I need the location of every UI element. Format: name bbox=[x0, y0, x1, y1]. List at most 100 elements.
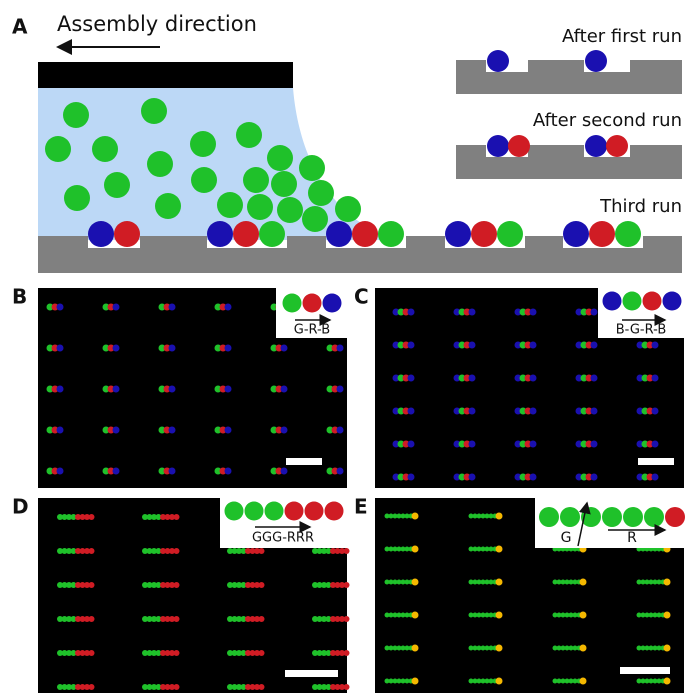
particle bbox=[259, 548, 265, 554]
sequence-label: G bbox=[561, 530, 572, 546]
particle bbox=[259, 684, 265, 690]
particle bbox=[352, 221, 378, 247]
particle bbox=[325, 502, 344, 521]
substrate-ridge bbox=[406, 236, 445, 248]
particle bbox=[665, 507, 685, 527]
particle bbox=[508, 135, 530, 157]
sequence-label: R bbox=[627, 530, 637, 546]
particle bbox=[113, 304, 120, 311]
step-label: After second run bbox=[533, 110, 682, 131]
particle bbox=[174, 514, 180, 520]
meniscus-plate bbox=[38, 62, 293, 88]
particle bbox=[113, 427, 120, 434]
particle bbox=[644, 507, 664, 527]
particle bbox=[113, 468, 120, 475]
particle bbox=[337, 427, 344, 434]
particle bbox=[445, 221, 471, 247]
particle bbox=[496, 546, 503, 553]
particle bbox=[277, 197, 303, 223]
particle bbox=[412, 612, 419, 619]
scale-bar bbox=[286, 458, 322, 465]
substrate-ridge bbox=[140, 236, 207, 248]
substrate-ridge bbox=[643, 236, 682, 248]
panel-label: D bbox=[12, 495, 29, 519]
scale-bar bbox=[285, 670, 338, 677]
particle bbox=[469, 375, 476, 382]
particle bbox=[344, 616, 350, 622]
particle bbox=[92, 136, 118, 162]
particle bbox=[141, 98, 167, 124]
particle bbox=[267, 145, 293, 171]
particle bbox=[412, 513, 419, 520]
particle bbox=[663, 292, 682, 311]
particle bbox=[174, 616, 180, 622]
particle bbox=[169, 304, 176, 311]
particle bbox=[113, 386, 120, 393]
particle bbox=[623, 507, 643, 527]
particle bbox=[335, 196, 361, 222]
particle bbox=[530, 474, 537, 481]
particle bbox=[530, 309, 537, 316]
particle bbox=[63, 102, 89, 128]
particle bbox=[302, 206, 328, 232]
particle bbox=[530, 441, 537, 448]
particle bbox=[412, 546, 419, 553]
particle bbox=[89, 514, 95, 520]
particle bbox=[530, 375, 537, 382]
particle bbox=[207, 221, 233, 247]
particle bbox=[259, 582, 265, 588]
particle bbox=[174, 684, 180, 690]
sequence-label: B-G-R-B bbox=[616, 323, 667, 338]
particle bbox=[225, 386, 232, 393]
particle bbox=[469, 342, 476, 349]
sequence-label: GGG-RRR bbox=[252, 531, 314, 546]
particle bbox=[191, 167, 217, 193]
particle bbox=[344, 548, 350, 554]
particle bbox=[664, 612, 671, 619]
particle bbox=[303, 294, 322, 313]
particle bbox=[580, 579, 587, 586]
particle bbox=[174, 650, 180, 656]
particle bbox=[89, 616, 95, 622]
particle bbox=[539, 507, 559, 527]
particle bbox=[469, 408, 476, 415]
particle bbox=[247, 194, 273, 220]
particle bbox=[88, 221, 114, 247]
panel-label: A bbox=[12, 15, 28, 39]
particle bbox=[496, 513, 503, 520]
substrate-ridge bbox=[528, 60, 584, 72]
particle bbox=[155, 193, 181, 219]
particle bbox=[113, 345, 120, 352]
particle bbox=[337, 386, 344, 393]
substrate-base bbox=[456, 72, 682, 94]
panel-label: E bbox=[354, 495, 368, 519]
substrate-base bbox=[456, 157, 682, 179]
particle bbox=[496, 579, 503, 586]
particle bbox=[530, 408, 537, 415]
particle bbox=[89, 650, 95, 656]
particle bbox=[591, 309, 598, 316]
particle bbox=[271, 171, 297, 197]
substrate-ridge bbox=[38, 236, 88, 248]
particle bbox=[308, 180, 334, 206]
particle bbox=[487, 135, 509, 157]
particle bbox=[344, 582, 350, 588]
particle bbox=[281, 468, 288, 475]
panel-label: B bbox=[12, 285, 27, 309]
particle bbox=[281, 386, 288, 393]
particle bbox=[169, 468, 176, 475]
particle bbox=[412, 579, 419, 586]
particle bbox=[652, 375, 659, 382]
particle bbox=[585, 50, 607, 72]
particle bbox=[45, 136, 71, 162]
particle bbox=[337, 468, 344, 475]
particle bbox=[652, 342, 659, 349]
particle bbox=[233, 221, 259, 247]
particle bbox=[471, 221, 497, 247]
substrate-ridge bbox=[630, 145, 682, 157]
particle bbox=[664, 678, 671, 685]
particle bbox=[89, 582, 95, 588]
particle bbox=[57, 468, 64, 475]
particle bbox=[169, 427, 176, 434]
particle bbox=[496, 612, 503, 619]
